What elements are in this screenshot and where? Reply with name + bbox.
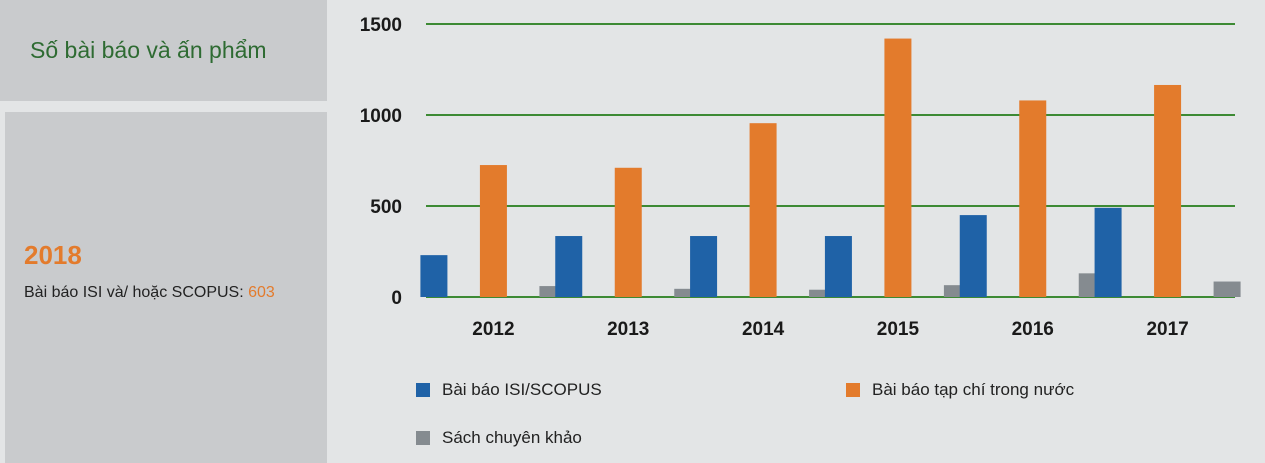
- legend-item-domestic: Bài báo tạp chí trong nước: [846, 380, 1074, 400]
- x-tick-label-2016: 2016: [1012, 319, 1054, 340]
- bar-2015-series-2: [943, 285, 971, 297]
- bar-2014-series-0: [690, 236, 718, 297]
- bar-2012-series-1: [479, 165, 507, 297]
- legend-swatch-isi: [416, 383, 430, 397]
- year-heading: 2018: [24, 240, 82, 270]
- y-tick-label-0: 0: [391, 288, 402, 309]
- bar-2017-series-1: [1154, 84, 1182, 297]
- x-tick-label-2017: 2017: [1146, 319, 1188, 340]
- bar-2015-series-1: [884, 38, 912, 298]
- bar-2017-series-2: [1213, 281, 1241, 297]
- bar-chart: 0 500 1000 1500 2012 2013 2014 2015 2016 2017: [360, 15, 1241, 340]
- bar-2013-series-0: [555, 236, 583, 297]
- legend-label-books: Sách chuyên khảo: [442, 428, 582, 447]
- bar-2016-series-1: [1019, 100, 1047, 297]
- legend-swatch-domestic: [846, 383, 860, 397]
- legend-swatch-books: [416, 431, 430, 445]
- y-tick-label-500: 500: [370, 197, 402, 218]
- y-tick-label-1000: 1000: [360, 106, 402, 127]
- x-tick-label-2014: 2014: [742, 319, 785, 340]
- bar-2014-series-2: [809, 289, 837, 297]
- bar-2012-series-2: [539, 286, 567, 297]
- legend-label-isi: Bài báo ISI/SCOPUS: [442, 380, 602, 399]
- legend-item-books: Sách chuyên khảo: [416, 428, 582, 448]
- page-title: Số bài báo và ấn phẩm: [30, 37, 267, 63]
- x-tick-label-2012: 2012: [472, 319, 514, 340]
- info-value: 603: [248, 284, 275, 301]
- bar-2017-series-0: [1094, 207, 1122, 297]
- y-tick-label-1500: 1500: [360, 15, 402, 36]
- title-panel: Số bài báo và ấn phẩm: [0, 0, 327, 101]
- legend-label-domestic: Bài báo tạp chí trong nước: [872, 380, 1075, 399]
- bar-2012-series-0: [420, 255, 448, 297]
- info-panel: 2018 Bài báo ISI và/ hoặc SCOPUS: 603: [5, 112, 327, 463]
- bar-2013-series-2: [674, 288, 702, 297]
- info-label: Bài báo ISI và/ hoặc SCOPUS:: [24, 284, 249, 301]
- bar-2015-series-0: [824, 236, 852, 297]
- bar-2013-series-1: [614, 167, 642, 297]
- legend-item-isi: Bài báo ISI/SCOPUS: [416, 380, 602, 400]
- isi-scopus-count: Bài báo ISI và/ hoặc SCOPUS: 603: [24, 284, 275, 302]
- x-tick-label-2015: 2015: [877, 319, 920, 340]
- bar-2016-series-0: [959, 215, 987, 297]
- bar-2014-series-1: [749, 123, 777, 297]
- x-tick-label-2013: 2013: [607, 319, 649, 340]
